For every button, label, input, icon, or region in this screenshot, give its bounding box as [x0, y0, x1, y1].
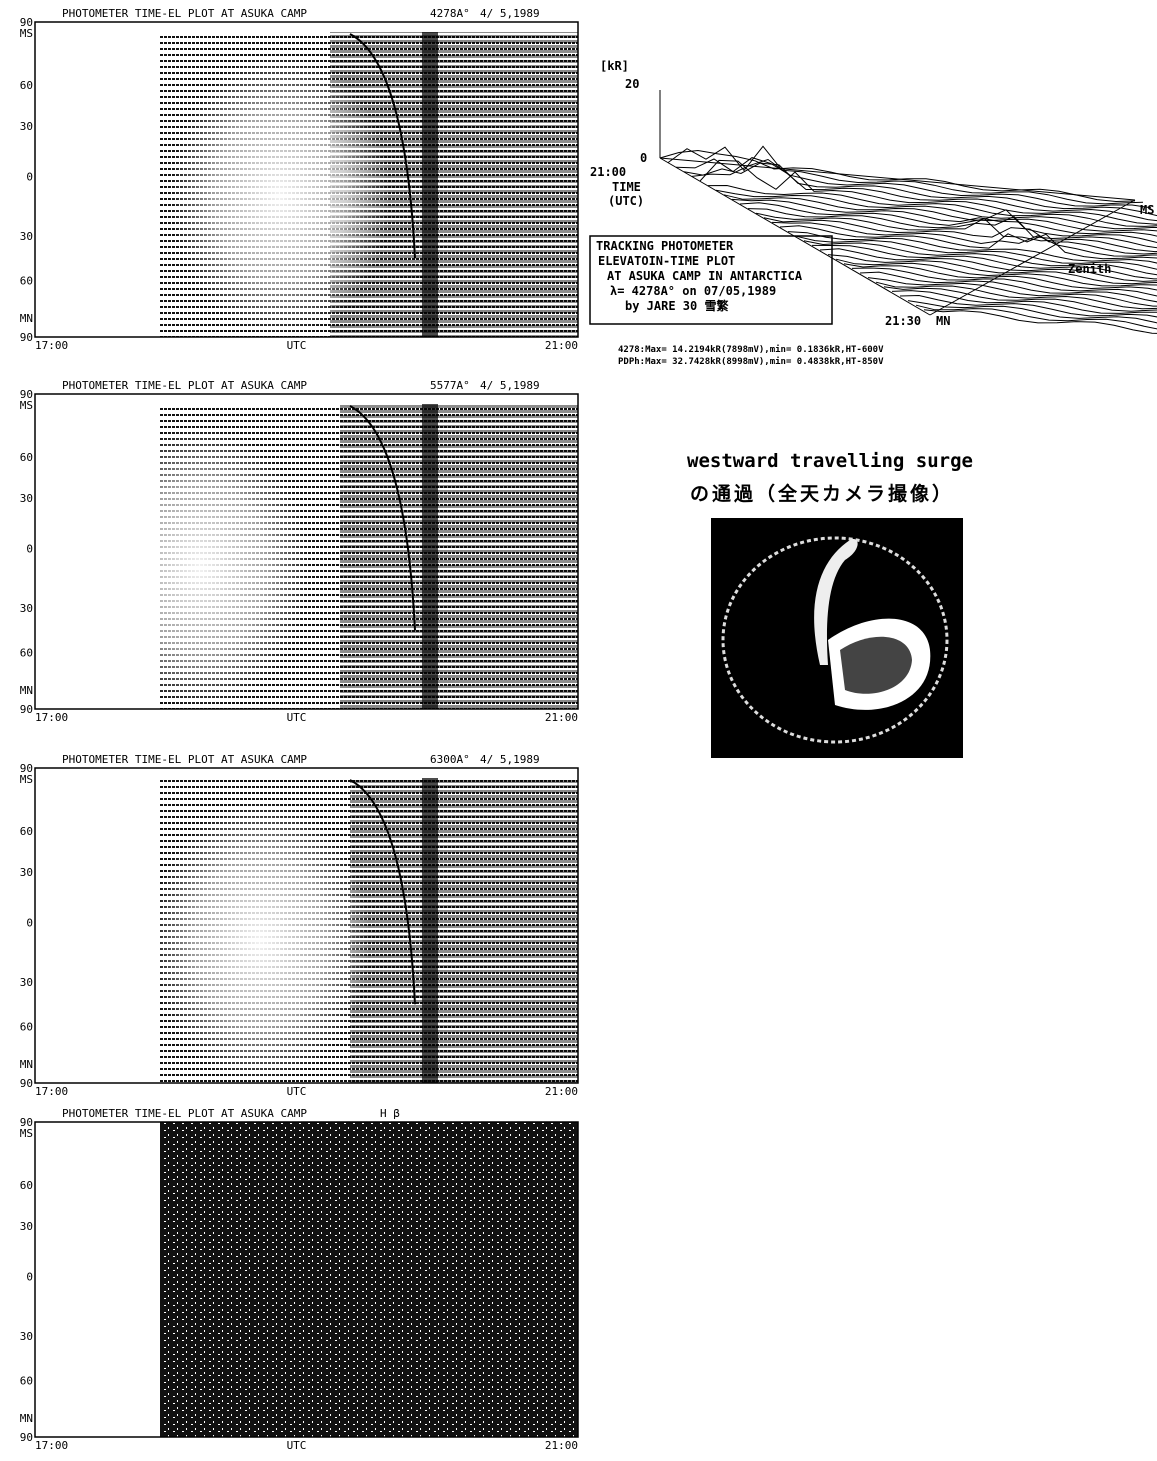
panel-title: PHOTOMETER TIME-EL PLOT AT ASUKA CAMP: [62, 1107, 307, 1120]
x-label: 17:00: [35, 711, 68, 724]
y-label: 60: [20, 451, 33, 464]
x-label: 21:00: [545, 711, 578, 724]
panel-date: 4/ 5,1989: [480, 7, 540, 20]
y-label: 60: [20, 1020, 33, 1033]
y-label: 90: [20, 1431, 33, 1444]
x-label: UTC: [287, 711, 307, 724]
panel-title: PHOTOMETER TIME-EL PLOT AT ASUKA CAMP: [62, 753, 307, 766]
axis-label: MS: [1140, 203, 1154, 217]
caption: の通過（全天カメラ撮像）: [690, 482, 954, 505]
axis-label: 21:30: [885, 314, 921, 328]
panel: PHOTOMETER TIME-EL PLOT AT ASUKA CAMP H β…: [20, 1107, 578, 1452]
raster-dark: [340, 404, 578, 709]
caption: westward travelling surge: [687, 450, 973, 472]
panel: PHOTOMETER TIME-EL PLOT AT ASUKA CAMP 630…: [20, 753, 578, 1098]
panel-wavelength: 4278A°: [430, 7, 470, 20]
box-line: TRACKING PHOTOMETER: [596, 239, 734, 253]
y-label: MN: [20, 1412, 33, 1425]
y-label: MS: [20, 773, 33, 786]
y-label: 30: [20, 120, 33, 133]
x-label: 21:00: [545, 1439, 578, 1452]
box-line: AT ASUKA CAMP IN ANTARCTICA: [607, 269, 803, 283]
plot-3d: [590, 90, 1157, 355]
box-line: λ= 4278A° on 07/05,1989: [610, 284, 776, 298]
y-label: MS: [20, 399, 33, 412]
all-sky-image: [711, 518, 963, 758]
y-label: 30: [20, 1330, 33, 1343]
y-label: 0: [26, 1270, 33, 1283]
panel: PHOTOMETER TIME-EL PLOT AT ASUKA CAMP 557…: [20, 379, 578, 724]
y-label: MS: [20, 27, 33, 40]
panel-date: 4/ 5,1989: [480, 753, 540, 766]
panel-date: 4/ 5,1989: [480, 379, 540, 392]
axis-label: Zenith: [1068, 262, 1111, 276]
axis-label: 20: [625, 77, 639, 91]
raster-noise: [160, 1122, 578, 1437]
box-line: by JARE 30 雪繁: [625, 298, 729, 313]
y-label: 90: [20, 1077, 33, 1090]
y-label: 0: [26, 170, 33, 183]
y-label: 90: [20, 331, 33, 344]
axis-label: [kR]: [600, 59, 629, 73]
ridge: [684, 163, 1157, 216]
y-label: 30: [20, 492, 33, 505]
ridge: [692, 160, 1157, 222]
bright-region: [150, 800, 370, 1084]
y-label: 0: [26, 542, 33, 555]
x-label: 17:00: [35, 1439, 68, 1452]
y-label: 90: [20, 703, 33, 716]
panel-title: PHOTOMETER TIME-EL PLOT AT ASUKA CAMP: [62, 379, 307, 392]
ridge: [668, 146, 1143, 204]
axis-label: (UTC): [608, 194, 644, 208]
box-line: ELEVATOIN-TIME PLOT: [598, 254, 735, 268]
y-label: 60: [20, 274, 33, 287]
y-label: 0: [26, 916, 33, 929]
panel: PHOTOMETER TIME-EL PLOT AT ASUKA CAMP 427…: [20, 7, 578, 352]
x-label: 17:00: [35, 1085, 68, 1098]
axis-label: 0: [640, 151, 647, 165]
bright-region: [90, 426, 310, 710]
y-label: 30: [20, 866, 33, 879]
bright-region: [170, 54, 390, 338]
axis-label: TIME: [612, 180, 641, 194]
stats-line: 4278:Max= 14.2194kR(7898mV),min= 0.1836k…: [618, 344, 884, 355]
panel-wavelength: 5577A°: [430, 379, 470, 392]
axis-label: 21:00: [590, 165, 626, 179]
x-label: UTC: [287, 339, 307, 352]
y-label: MN: [20, 312, 33, 325]
y-label: 60: [20, 646, 33, 659]
ridge: [892, 291, 1157, 335]
x-label: UTC: [287, 1439, 307, 1452]
y-label: 30: [20, 602, 33, 615]
ridge: [924, 310, 1157, 355]
y-label: 30: [20, 1220, 33, 1233]
y-label: 30: [20, 976, 33, 989]
y-label: 30: [20, 230, 33, 243]
x-label: 21:00: [545, 1085, 578, 1098]
x-label: UTC: [287, 1085, 307, 1098]
y-label: 60: [20, 79, 33, 92]
stats-line: PDPh:Max= 32.7428kR(8998mV),min= 0.4838k…: [618, 356, 884, 367]
ridge: [700, 160, 1157, 224]
axis-label: MN: [936, 314, 950, 328]
y-label: 60: [20, 825, 33, 838]
y-label: MN: [20, 1058, 33, 1071]
x-label: 21:00: [545, 339, 578, 352]
dark-band: [422, 778, 438, 1083]
dark-band: [422, 404, 438, 709]
panel-wavelength: H β: [380, 1107, 400, 1120]
panel-title: PHOTOMETER TIME-EL PLOT AT ASUKA CAMP: [62, 7, 307, 20]
dark-band: [422, 32, 438, 337]
y-label: 60: [20, 1179, 33, 1192]
y-label: MS: [20, 1127, 33, 1140]
x-label: 17:00: [35, 339, 68, 352]
y-label: MN: [20, 684, 33, 697]
ridge: [860, 272, 1157, 315]
panel-wavelength: 6300A°: [430, 753, 470, 766]
y-label: 60: [20, 1374, 33, 1387]
